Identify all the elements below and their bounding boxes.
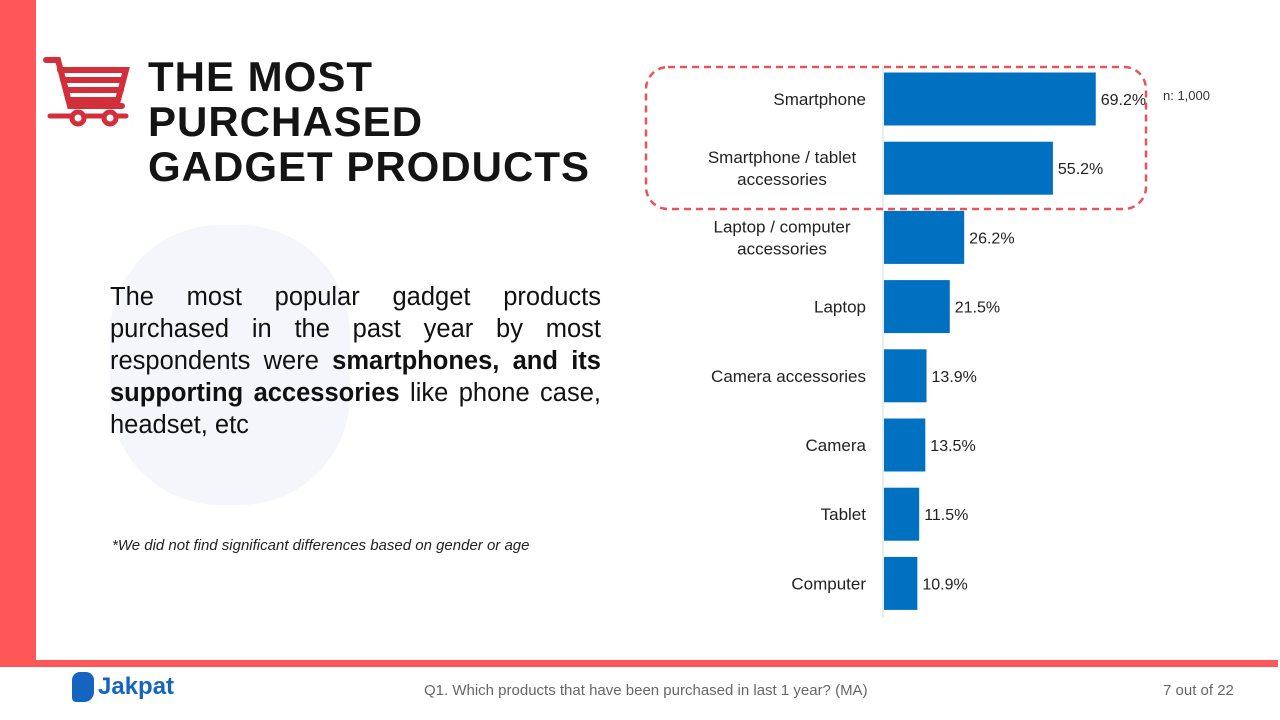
data-label: 26.2% xyxy=(969,230,1014,247)
data-label: 55.2% xyxy=(1058,161,1103,178)
shopping-cart-icon xyxy=(43,57,130,127)
bar xyxy=(884,280,950,334)
bar-chart: 69.2% Smartphone 55.2% Smartphone / tablet a… xyxy=(644,65,1148,618)
data-label: 13.5% xyxy=(930,438,975,455)
category-label: Laptop xyxy=(814,298,866,317)
page-title: THE MOST PURCHASED GADGET PRODUCTS xyxy=(148,54,590,189)
bar xyxy=(884,72,1096,126)
category-label: Tablet xyxy=(821,505,867,524)
data-label: 21.5% xyxy=(955,300,1000,317)
description-text-end: like phone case, headset, etc xyxy=(110,379,602,439)
logo-mark-icon xyxy=(72,672,94,702)
highlight-box xyxy=(644,65,1148,211)
category-label: Smartphone xyxy=(773,90,866,109)
data-label: 13.9% xyxy=(932,369,977,386)
page-number: 7 out of 22 xyxy=(1163,682,1234,699)
data-label: 11.5% xyxy=(924,507,968,524)
bar xyxy=(884,556,918,610)
title-line: GADGET PRODUCTS xyxy=(148,143,591,190)
title-line: THE MOST xyxy=(148,53,373,100)
jakpat-logo[interactable]: Jakpat xyxy=(72,672,174,702)
data-label: 69.2% xyxy=(1101,92,1146,109)
category-label: Laptop / computer accessories xyxy=(713,217,850,258)
category-label: Camera accessories xyxy=(711,367,866,386)
left-accent-bar xyxy=(0,0,36,667)
description-text: The most popular gadget products purchas… xyxy=(110,283,601,375)
description-bold: smartphones, and its supporting accessor… xyxy=(110,347,601,407)
watermark-logo-mark xyxy=(110,225,350,505)
bar xyxy=(884,210,965,264)
bar xyxy=(884,487,920,541)
category-label: Camera xyxy=(806,436,867,455)
data-label: 10.9% xyxy=(922,576,967,593)
description: The most popular gadget products purchas… xyxy=(110,281,601,441)
logo-text: Jakpat xyxy=(98,673,175,700)
category-label: Computer xyxy=(791,574,866,593)
footer-question: Q1. Which products that have been purcha… xyxy=(424,682,868,699)
bar xyxy=(884,418,926,472)
bar xyxy=(884,349,927,403)
sample-size: n: 1,000 xyxy=(1163,88,1210,103)
footnote: *We did not find significant differences… xyxy=(112,537,530,554)
title-line: PURCHASED xyxy=(148,98,424,145)
category-label: Smartphone / tablet accessories xyxy=(708,148,857,189)
bar xyxy=(884,141,1053,195)
bottom-accent-bar xyxy=(0,660,1278,667)
